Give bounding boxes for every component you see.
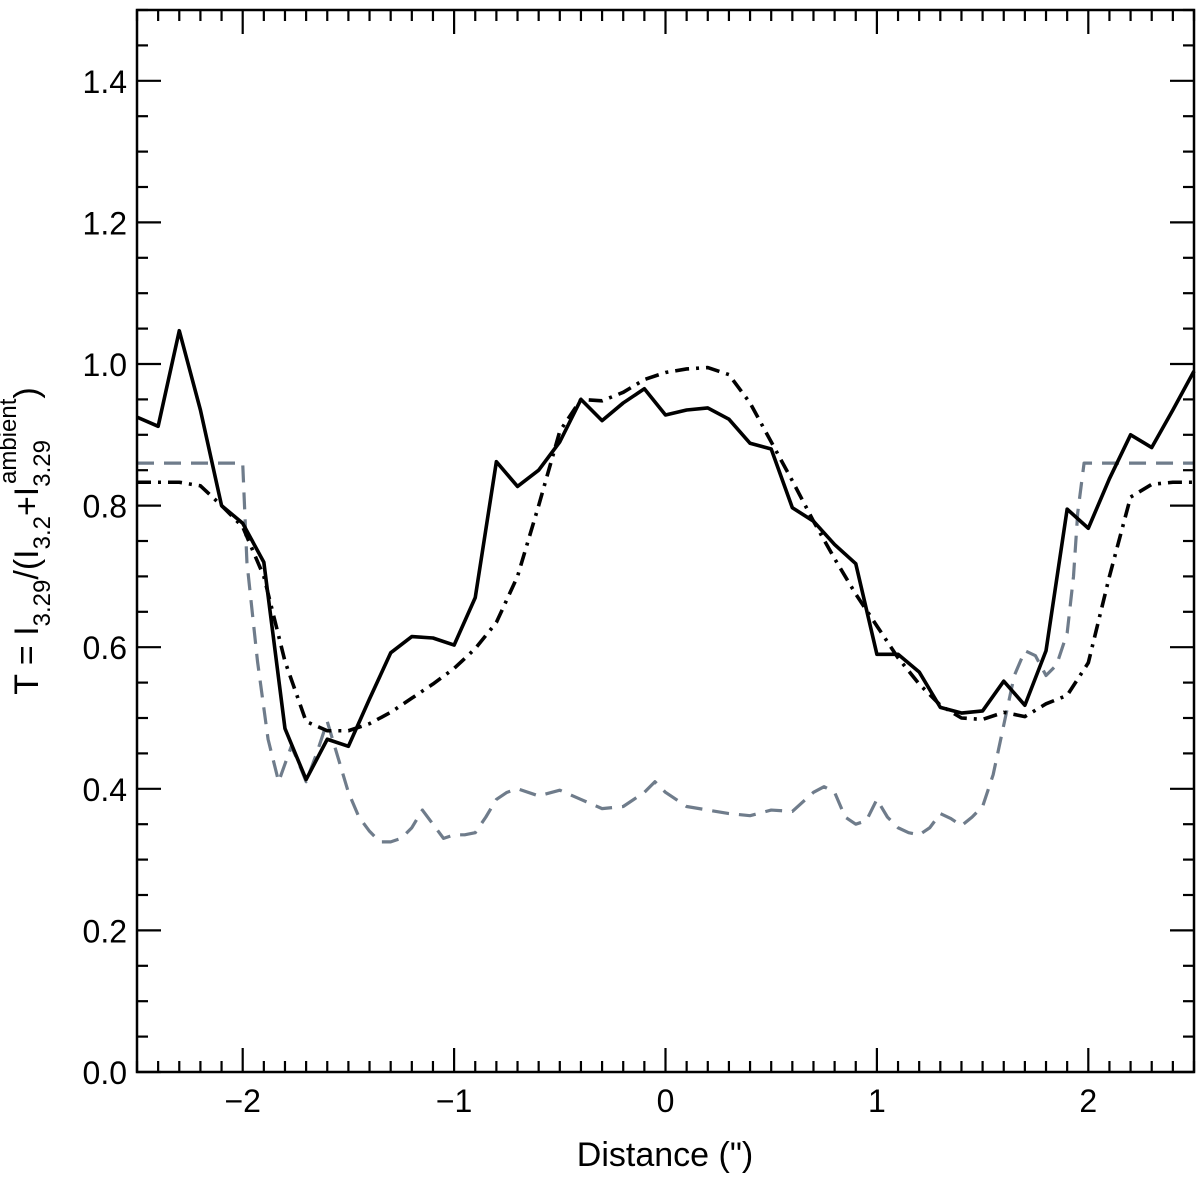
y-axis-title-sub3: 3.29 xyxy=(29,440,56,487)
axis-ticks xyxy=(135,8,1196,1074)
y-axis-title-sub2: 3.2 xyxy=(29,516,56,549)
series-line-dashed xyxy=(137,461,1194,844)
plot-lines xyxy=(136,328,1196,844)
y-tick-label: 0.4 xyxy=(83,772,127,808)
y-tick-label: 0.8 xyxy=(83,489,127,525)
x-tick-label: 0 xyxy=(657,1083,675,1119)
svg-text:T = I3.29/(I3.2+I3.29ambient): T = I3.29/(I3.2+I3.29ambient) xyxy=(0,387,56,694)
y-tick-label: 1.4 xyxy=(83,64,127,100)
y-tick-label: 0.6 xyxy=(83,630,127,666)
x-tick-label: 1 xyxy=(868,1083,886,1119)
y-axis-title-plus: +I xyxy=(8,487,46,516)
y-tick-label: 1.0 xyxy=(83,347,127,383)
y-tick-label: 0.2 xyxy=(83,913,127,949)
y-axis-title: T = I3.29/(I3.2+I3.29ambient) xyxy=(0,387,56,694)
tick-labels: −2 −1 0 1 2 0.0 0.2 0.4 0.6 0.8 1.0 1.2 1.4 xyxy=(83,64,1098,1119)
y-axis-title-sup3: ambient xyxy=(0,398,22,484)
plot-frame xyxy=(135,8,1196,1074)
series-line-solid xyxy=(136,328,1196,782)
y-tick-label: 0.0 xyxy=(83,1055,127,1091)
y-axis-title-suffix: ) xyxy=(8,387,46,398)
y-axis-title-sub1: 3.29 xyxy=(29,580,56,627)
x-tick-label: −1 xyxy=(436,1083,472,1119)
series-line-dashdot xyxy=(137,365,1194,733)
y-tick-label: 1.2 xyxy=(83,205,127,241)
x-tick-label: −2 xyxy=(224,1083,260,1119)
y-axis-title-prefix: T = I xyxy=(8,626,46,694)
y-axis-title-mid: /(I xyxy=(8,549,46,579)
x-axis-title: Distance (") xyxy=(577,1136,753,1174)
x-tick-label: 2 xyxy=(1079,1083,1097,1119)
